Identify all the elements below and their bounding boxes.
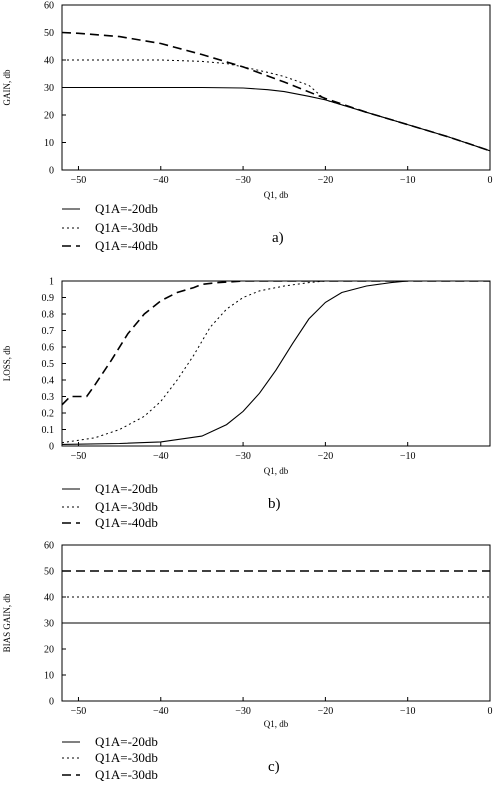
y-axis-label: BIAS GAIN, db [2,593,12,652]
y-tick-label: 0.1 [42,425,55,436]
y-axis-label: GAIN, db [2,69,12,105]
x-tick-label: −30 [235,451,251,462]
y-tick-label: 0.2 [42,409,55,420]
y-tick-label: 0 [49,697,54,708]
legend-label: Q1A=-20db [95,201,158,216]
panel-label: b) [268,496,281,512]
x-axis-label: Q1, db [264,719,289,729]
y-tick-label: 50 [44,28,54,39]
series-line-1 [62,281,490,445]
x-tick-label: 0 [488,175,493,186]
series-line-3 [62,281,490,406]
x-tick-label: −20 [318,451,334,462]
x-tick-label: −10 [400,706,416,717]
y-tick-label: 0.6 [42,343,55,354]
legend-label: Q1A=-30db [95,750,158,765]
x-tick-label: −30 [235,175,251,186]
y-tick-label: 0 [49,442,54,453]
legend-label: Q1A=-40db [95,515,158,530]
x-tick-label: −10 [400,175,416,186]
panel-label: c) [268,759,280,775]
series-line-3 [62,31,490,152]
x-tick-label: −40 [153,451,169,462]
legend-label: Q1A=-30db [95,767,158,782]
x-tick-label: −10 [400,451,416,462]
series-line-2 [62,59,490,152]
chart-panel-3: −50 −40 −30 −20 −10 0 0 10 20 30 40 50 60 Q1, db BIAS … [2,541,493,783]
x-tick-label: −50 [71,451,87,462]
y-tick-label: 0.9 [42,293,55,304]
y-tick-label: 0.8 [42,310,55,321]
y-tick-label: 40 [44,56,54,67]
x-tick-label: −50 [71,175,87,186]
y-tick-label: 0.7 [42,326,55,337]
y-tick-label: 60 [44,1,54,12]
y-tick-label: 0.3 [42,392,55,403]
chart-panel-2: −50 −40 −30 −20 −10 0 0.1 0.2 0.3 0.4 0.5 0.6 0.7 0.8… [2,277,491,530]
y-tick-label: 40 [44,593,54,604]
x-axis-label: Q1, db [264,190,289,200]
y-tick-label: 50 [44,567,54,578]
x-tick-label: 0 [488,706,493,717]
x-axis-label: Q1, db [264,466,289,476]
x-tick-label: −50 [71,706,87,717]
y-tick-label: 60 [44,541,54,552]
y-tick-label: 1 [49,277,54,288]
legend-label: Q1A=-30db [95,220,158,235]
chart-panel-1: −50 −40 −30 −20 −10 0 0 10 20 30 40 50 60 Q1, db GAIN,… [2,1,493,254]
x-tick-label: −30 [235,706,251,717]
y-tick-label: 20 [44,111,54,122]
y-tick-label: 30 [44,619,54,630]
y-tick-label: 30 [44,83,54,94]
series-line-1 [62,86,490,152]
y-tick-label: 0.5 [42,359,55,370]
y-tick-label: 0.4 [42,376,55,387]
series-line-2 [62,281,490,444]
x-tick-label: −40 [153,706,169,717]
y-axis-label: LOSS, db [2,345,12,381]
y-tick-label: 0 [49,166,54,177]
plot-frame [61,280,491,447]
x-tick-label: −40 [153,175,169,186]
legend-label: Q1A=-40db [95,238,158,253]
legend-label: Q1A=-20db [95,734,158,749]
x-tick-label: −20 [318,175,334,186]
x-tick-label: −20 [318,706,334,717]
panel-label: a) [272,230,284,246]
y-tick-label: 10 [44,138,54,149]
legend-label: Q1A=-30db [95,499,158,514]
y-tick-label: 20 [44,645,54,656]
y-tick-label: 10 [44,671,54,682]
legend-label: Q1A=-20db [95,481,158,496]
